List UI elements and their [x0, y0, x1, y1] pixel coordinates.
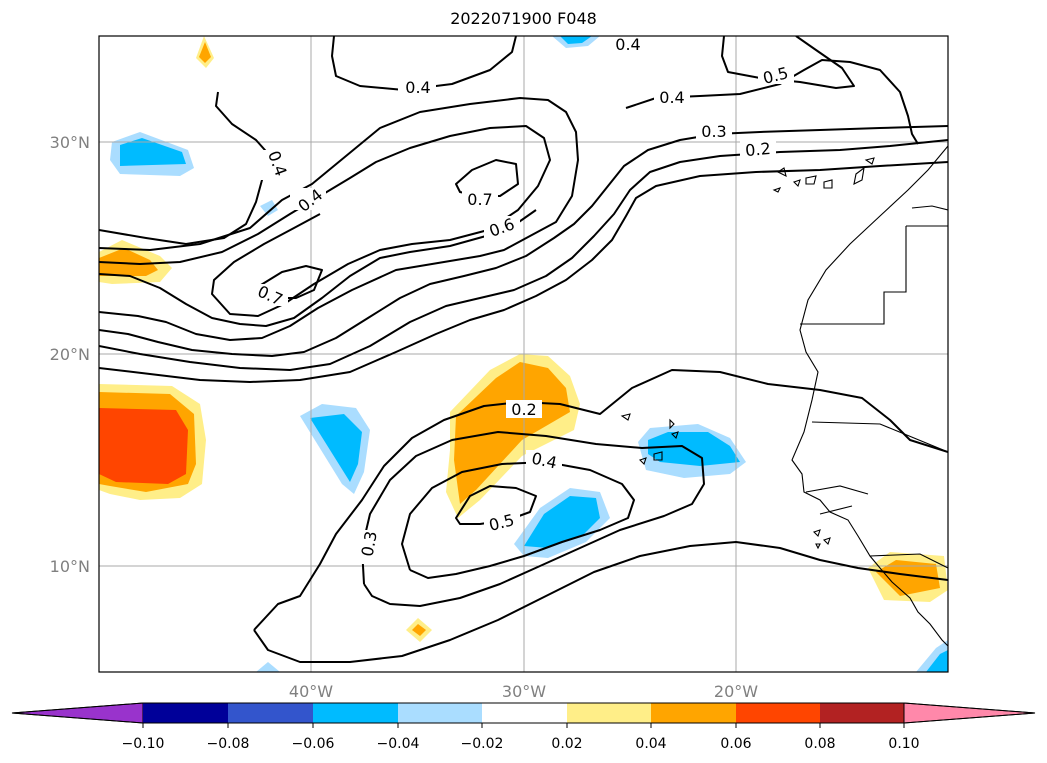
page-title: 2022071900 F048: [450, 9, 597, 28]
colorbar-label: 0.10: [888, 736, 919, 752]
contour-label: 0.2: [744, 139, 771, 160]
colorbar-label: −0.08: [207, 736, 250, 752]
lat-label-10n: 10°N: [50, 557, 90, 576]
contour-label: 0.7: [467, 190, 492, 209]
colorbar-segment: [228, 703, 313, 723]
gridlines: [99, 36, 948, 672]
contour-label: 0.4: [659, 88, 684, 107]
contour-label: 0.3: [358, 530, 381, 558]
colorbar-under-arrow: [11, 702, 144, 724]
colorbar-label: 0.04: [635, 736, 666, 752]
negative-anomaly-patch: [260, 200, 278, 216]
colorbar-label: −0.06: [292, 736, 335, 752]
colorbar-over-arrow: [903, 702, 1036, 724]
positive-anomaly-patch: [199, 42, 211, 63]
anomaly-shading: [99, 36, 948, 672]
map-area: 0.4 0.4 0.4 0.5 0.4 0.3 0.2 0.4 0.7 0.6 …: [99, 35, 948, 672]
lon-label-40w: 40°W: [289, 682, 333, 701]
lat-label-30n: 30°N: [50, 133, 90, 152]
negative-anomaly-patch: [926, 650, 948, 672]
colorbar-segment: [567, 703, 651, 723]
positive-anomaly-patch: [876, 560, 940, 596]
lat-label-20n: 20°N: [50, 345, 90, 364]
colorbar-label: 0.06: [720, 736, 751, 752]
colorbar-label: −0.10: [122, 736, 165, 752]
lon-label-30w: 30°W: [502, 682, 546, 701]
negative-anomaly-patch: [648, 432, 740, 466]
negative-anomaly-patch: [120, 138, 186, 166]
positive-anomaly-patch: [99, 408, 188, 484]
lon-label-20w: 20°W: [714, 682, 758, 701]
colorbar-segment: [651, 703, 736, 723]
positive-anomaly-patch: [99, 248, 158, 276]
colorbar-segment: [736, 703, 820, 723]
negative-anomaly-patch: [560, 36, 592, 44]
contour-label: 0.3: [701, 122, 726, 141]
colorbar-label: −0.04: [377, 736, 420, 752]
contour-label: 0.4: [405, 78, 430, 97]
colorbar-segment: [313, 703, 398, 723]
positive-anomaly-patch: [412, 624, 426, 636]
lon-tick-labels: 40°W 30°W 20°W: [289, 682, 758, 701]
colorbar-segment: [820, 703, 904, 723]
map-frame: [98, 35, 949, 673]
contour-labels: 0.4 0.4 0.4 0.5 0.4 0.3 0.2 0.4 0.7 0.6 …: [254, 35, 794, 564]
colorbar-label: 0.08: [804, 736, 835, 752]
colorbar-label: 0.02: [551, 736, 582, 752]
colorbar-label: −0.02: [461, 736, 504, 752]
colorbar-segment: [482, 703, 567, 723]
negative-anomaly-patch: [310, 414, 362, 482]
colorbar-segment: [143, 703, 228, 723]
negative-anomaly-patch: [256, 662, 280, 672]
contour-label: 0.4: [615, 35, 640, 54]
lat-tick-labels: 30°N 20°N 10°N: [50, 133, 90, 576]
colorbar: −0.10 −0.08 −0.06 −0.04 −0.02 0.02 0.04 …: [11, 702, 1036, 752]
contour-label: 0.4: [530, 449, 559, 473]
colorbar-segment: [398, 703, 482, 723]
contour-label: 0.2: [511, 400, 536, 419]
